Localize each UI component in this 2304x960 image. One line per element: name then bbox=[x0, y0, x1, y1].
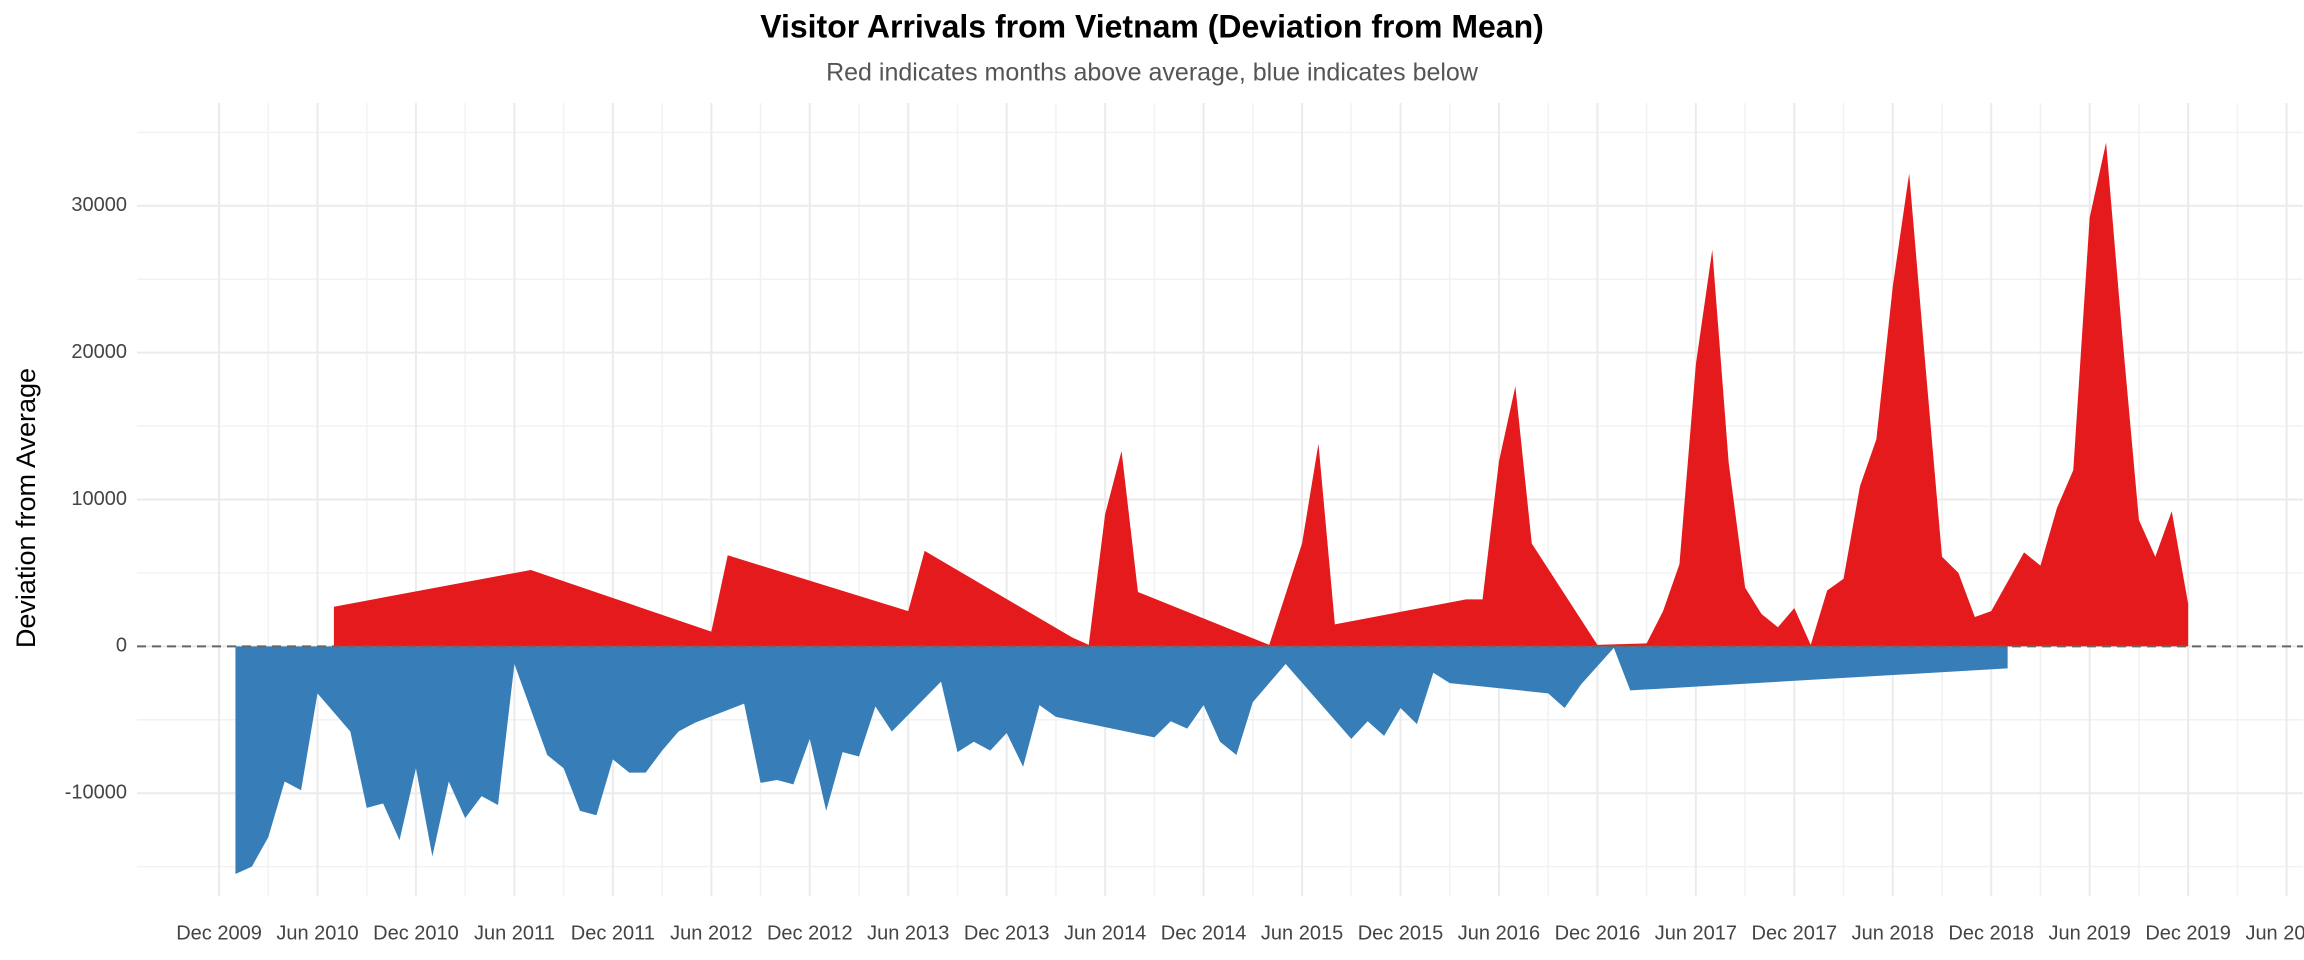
y-tick-label: 20000 bbox=[71, 341, 127, 363]
above-area bbox=[333, 142, 2189, 647]
x-tick-label: Dec 2009 bbox=[176, 922, 262, 944]
x-tick-label: Dec 2019 bbox=[2145, 922, 2231, 944]
x-tick-label: Jun 2017 bbox=[1655, 922, 1737, 944]
y-tick-label: 10000 bbox=[71, 488, 127, 510]
x-tick-label: Dec 2010 bbox=[373, 922, 459, 944]
y-tick-label: -10000 bbox=[65, 781, 127, 803]
chart-subtitle: Red indicates months above average, blue… bbox=[826, 59, 1479, 87]
x-tick-label: Dec 2018 bbox=[1948, 922, 2034, 944]
x-tick-label: Jun 2012 bbox=[670, 922, 752, 944]
y-tick-label: 0 bbox=[116, 635, 127, 657]
x-tick-label: Dec 2011 bbox=[571, 922, 655, 944]
x-tick-label: Dec 2016 bbox=[1555, 922, 1641, 944]
x-tick-label: Dec 2012 bbox=[767, 922, 853, 944]
x-tick-label: Jun 2013 bbox=[867, 922, 949, 944]
below-area bbox=[235, 646, 2008, 874]
x-tick-label: Dec 2015 bbox=[1358, 922, 1444, 944]
x-tick-label: Jun 2019 bbox=[2049, 922, 2131, 944]
x-tick-label: Jun 2014 bbox=[1064, 922, 1146, 944]
x-tick-label: Dec 2017 bbox=[1752, 922, 1838, 944]
x-tick-label: Jun 2011 bbox=[474, 922, 555, 944]
x-tick-label: Jun 2016 bbox=[1458, 922, 1540, 944]
x-tick-label: Jun 2015 bbox=[1261, 922, 1343, 944]
x-tick-label: Jun 2018 bbox=[1852, 922, 1934, 944]
x-tick-label: Jun 2020 bbox=[2245, 922, 2304, 944]
y-tick-label: 30000 bbox=[71, 194, 127, 216]
x-tick-label: Dec 2014 bbox=[1161, 922, 1247, 944]
chart-title: Visitor Arrivals from Vietnam (Deviation… bbox=[760, 8, 1544, 44]
y-axis-label: Deviation from Average bbox=[11, 368, 41, 648]
x-tick-label: Dec 2013 bbox=[964, 922, 1050, 944]
x-tick-label: Jun 2010 bbox=[276, 922, 358, 944]
